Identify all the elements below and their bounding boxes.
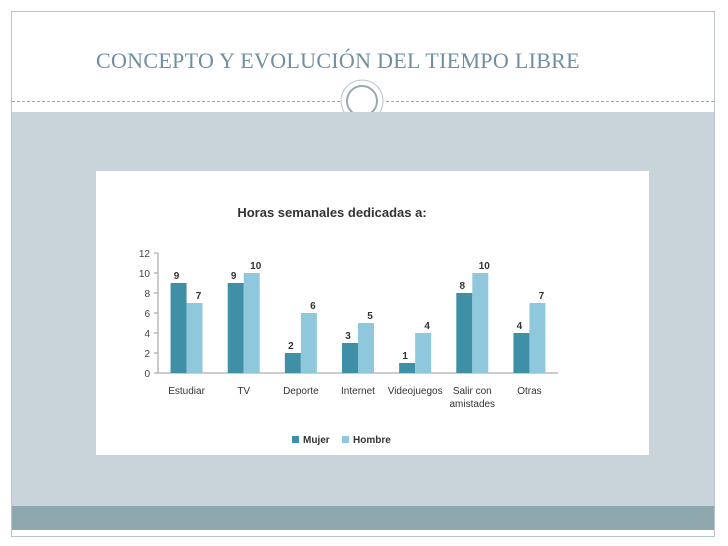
legend-label: Mujer <box>303 435 330 446</box>
data-label: 10 <box>250 261 262 272</box>
circle-ornament-icon <box>340 79 384 123</box>
data-label: 7 <box>196 291 202 302</box>
x-axis-labels: Estudiar TV Deporte Internet Videojuegos Sali… <box>168 386 541 410</box>
bar-mujer <box>399 363 416 373</box>
slide-frame <box>11 11 715 537</box>
data-label: 1 <box>402 351 408 362</box>
data-label: 3 <box>345 331 351 342</box>
bar-mujer <box>513 333 530 373</box>
data-label: 4 <box>424 321 430 332</box>
data-label: 5 <box>367 311 373 322</box>
y-tick-label: 0 <box>144 369 150 380</box>
bar-mujer <box>284 353 301 373</box>
x-tick-label: Otras <box>517 386 541 397</box>
bar-hombre <box>186 303 203 373</box>
title-divider-right <box>386 101 714 102</box>
data-label: 8 <box>460 281 466 292</box>
bar-hombre <box>415 333 432 373</box>
bar-hombre <box>300 313 317 373</box>
y-tick-label: 10 <box>139 269 151 280</box>
x-tick-label: amistades <box>449 399 495 410</box>
chart-card: Horas semanales dedicadas a: 0 2 4 6 8 10 12 9… <box>96 171 649 455</box>
legend-swatch-hombre <box>342 436 349 443</box>
x-tick-label: TV <box>237 386 250 397</box>
data-label: 7 <box>539 291 545 302</box>
data-label: 9 <box>231 271 237 282</box>
y-tick-label: 4 <box>144 329 150 340</box>
title-divider-left <box>12 101 340 102</box>
data-label: 4 <box>517 321 523 332</box>
bar-hombre <box>472 273 489 373</box>
bar-mujer <box>227 283 244 373</box>
y-tick-label: 12 <box>139 249 151 260</box>
chart-title: Horas semanales dedicadas a: <box>237 205 426 220</box>
data-label: 2 <box>288 341 294 352</box>
slide-title: CONCEPTO Y EVOLUCIÓN DEL TIEMPO LIBRE <box>96 48 580 73</box>
data-label: 10 <box>479 261 491 272</box>
x-tick-label: Salir con <box>453 386 492 397</box>
x-tick-label: Internet <box>341 386 375 397</box>
plot-area: 9 7 9 10 2 6 3 5 1 4 8 10 4 7 <box>158 261 558 374</box>
data-label: 9 <box>174 271 180 282</box>
footer-band <box>12 506 714 530</box>
legend-swatch-mujer <box>292 436 299 443</box>
y-axis: 0 2 4 6 8 10 12 <box>139 249 159 380</box>
legend: Mujer Hombre <box>292 435 391 446</box>
data-label: 6 <box>310 301 316 312</box>
bar-hombre <box>243 273 260 373</box>
y-tick-label: 6 <box>144 309 150 320</box>
bar-mujer <box>342 343 358 373</box>
bar-hombre <box>358 323 374 373</box>
bar-mujer <box>456 293 473 373</box>
bar-hombre <box>529 303 546 373</box>
y-tick-label: 8 <box>144 289 150 300</box>
bar-mujer <box>170 283 187 373</box>
x-tick-label: Videojuegos <box>388 386 443 397</box>
y-tick-label: 2 <box>144 349 150 360</box>
x-tick-label: Deporte <box>283 386 319 397</box>
x-tick-label: Estudiar <box>168 386 205 397</box>
legend-label: Hombre <box>353 435 391 446</box>
